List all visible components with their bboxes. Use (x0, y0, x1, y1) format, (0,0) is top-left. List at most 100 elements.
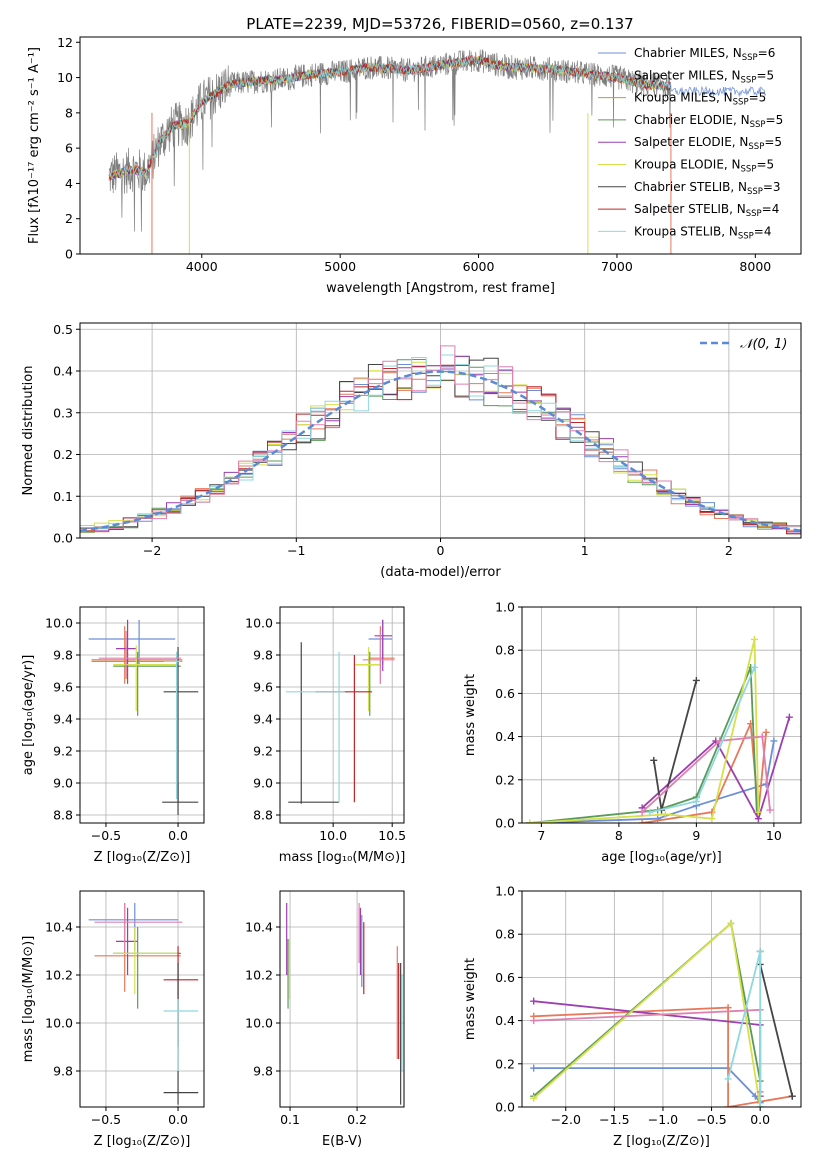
legend-subscript: SSP (733, 98, 749, 108)
y-ticks: 0.0 0.1 0.2 0.3 0.4 0.5 (53, 322, 80, 546)
x-tick-label: 10.5 (378, 828, 406, 843)
figure-title: PLATE=2239, MJD=53726, FIBERID=0560, z=0… (246, 15, 633, 33)
x-axis-label: Z [log₁₀(Z/Z⊙)] (94, 1134, 191, 1149)
plot-area (522, 891, 801, 1107)
mass-weight-marker (530, 1017, 538, 1025)
x-tick-label: 7000 (601, 259, 633, 274)
mass-weight-marker (751, 635, 758, 643)
legend-text: Kroupa ELODIE, N (634, 158, 741, 172)
chart-age-vs-mass: 10.0 10.5 8.8 9.0 9.2 9.4 9.6 9.8 10.0 mass [log₁… (245, 606, 406, 865)
y-tick-label: 0.4 (495, 1013, 515, 1028)
y-ticks: 0.0 0.2 0.4 0.6 0.8 1.0 (495, 600, 522, 831)
mass-weight-marker (646, 808, 654, 816)
x-tick-label: −0.5 (696, 1112, 726, 1127)
y-tick-label: 10 (57, 70, 73, 85)
y-tick-label: 0.2 (53, 447, 73, 462)
legend-text: Kroupa MILES, N (634, 91, 733, 105)
y-axis-label: Flux [fλ10⁻¹⁷ erg cm⁻² s⁻¹ A⁻¹] (27, 47, 42, 244)
legend-entry: 𝒩(0, 1) (740, 337, 787, 352)
x-tick-label: 0.0 (168, 1112, 188, 1127)
x-tick-label: −1.0 (648, 1112, 678, 1127)
plot-area (108, 49, 767, 254)
chart-age-vs-Z: −0.5 0.0 8.8 9.0 9.2 9.4 9.6 9.8 10.0 Z [log₁₀(Z/… (21, 606, 205, 865)
mass-weight-line (533, 1067, 761, 1104)
x-tick-label: 0 (437, 543, 445, 558)
y-tick-label: 10.0 (245, 1016, 273, 1031)
plot-area (80, 891, 204, 1107)
errorbar-point (288, 642, 340, 804)
y-tick-label: 9.2 (53, 744, 73, 759)
legend-entry: Salpeter ELODIE, NSSP=5 (634, 135, 782, 152)
legend-entry: Kroupa STELIB, NSSP=4 (634, 224, 772, 241)
mass-weight-marker (708, 815, 716, 823)
axes-frame (521, 890, 802, 1108)
legend-entry: Kroupa ELODIE, NSSP=5 (634, 158, 774, 175)
legend-text: =3 (763, 180, 781, 194)
legend-subscript: SSP (738, 231, 754, 241)
mass-weight-marker (724, 1103, 732, 1107)
y-tick-label: 8.8 (53, 808, 73, 823)
legend-text: Salpeter STELIB, N (634, 202, 746, 216)
errorbar-point (91, 626, 183, 684)
legend-text: Kroupa STELIB, N (634, 224, 738, 238)
axes-frame (279, 606, 405, 824)
y-tick-label: 0.2 (495, 772, 515, 787)
y-tick-label: 0.2 (495, 1056, 515, 1071)
legend-text: =6 (758, 46, 776, 60)
x-tick-label: 8000 (739, 259, 771, 274)
legend-subscript: SSP (741, 165, 757, 175)
y-axis-label: Normed distribution (21, 366, 36, 496)
errorbar-point (285, 651, 345, 803)
x-tick-label: 10.0 (319, 828, 347, 843)
legend-text: =5 (756, 158, 774, 172)
mass-weight-marker (692, 797, 700, 805)
x-ticks: 4000 5000 6000 7000 8000 (186, 254, 771, 274)
legend-text: =5 (749, 91, 767, 105)
chart-EBV: 0.1 0.2 9.8 10.0 10.2 10.4 E(B-V) (245, 890, 405, 1149)
errorbar-point (362, 631, 395, 684)
y-tick-label: 10.0 (45, 1016, 73, 1031)
legend-text: =5 (756, 68, 774, 82)
y-tick-label: 10.4 (45, 920, 73, 935)
legend-subscript: SSP (746, 209, 762, 219)
x-tick-label: 0.0 (750, 1112, 770, 1127)
x-tick-label: −2.0 (551, 1112, 581, 1127)
y-ticks: 0.0 0.2 0.4 0.6 0.8 1.0 (495, 884, 522, 1115)
chart-mass-weight-vs-age: 7 8 9 10 0.0 0.2 0.4 0.6 0.8 1.0 age [log₁₀(age/yr… (463, 600, 802, 865)
legend-text: Chabrier STELIB, N (634, 180, 747, 194)
axes-frame (521, 606, 802, 824)
x-axis-label: mass [log₁₀(M/M⊙)] (279, 850, 406, 865)
mass-weight-marker (638, 808, 646, 816)
y-tick-label: 12 (57, 35, 73, 50)
x-tick-label: 1 (581, 543, 589, 558)
y-tick-label: 0 (65, 247, 73, 262)
y-ticks: 8.8 9.0 9.2 9.4 9.6 9.8 10.0 (45, 616, 80, 823)
x-tick-label: −0.5 (91, 828, 121, 843)
legend-entry: Chabrier MILES, NSSP=6 (634, 46, 775, 63)
errorbar-point (88, 619, 176, 665)
mass-weight-marker (638, 819, 646, 823)
x-axis-label: Z [log₁₀(Z/Z⊙)] (94, 850, 191, 865)
y-tick-label: 9.8 (53, 1064, 73, 1079)
legend-entry: Salpeter STELIB, NSSP=4 (634, 202, 779, 219)
legend-entry: Kroupa MILES, NSSP=5 (634, 91, 766, 108)
errorbar-point (113, 645, 179, 711)
legend-text: Chabrier ELODIE, N (634, 113, 750, 127)
y-tick-label: 9.8 (253, 648, 273, 663)
y-tick-label: 0.4 (495, 729, 515, 744)
legend-subscript: SSP (747, 187, 763, 197)
x-axis-label: E(B-V) (322, 1134, 362, 1149)
mass-weight-marker (724, 1004, 732, 1012)
mass-weight-marker (754, 815, 762, 823)
model-spectrum-line (108, 56, 671, 179)
legend: 𝒩(0, 1) (700, 337, 787, 352)
y-tick-label: 10.0 (245, 616, 273, 631)
legend-text: =4 (754, 224, 772, 238)
x-ticks: 7 8 9 10 (537, 823, 782, 843)
x-tick-label: 4000 (186, 259, 218, 274)
mass-weight-marker (692, 676, 700, 684)
legend-text: =4 (762, 202, 780, 216)
x-tick-label: −2 (143, 543, 161, 558)
mass-weight-marker (724, 1075, 732, 1083)
